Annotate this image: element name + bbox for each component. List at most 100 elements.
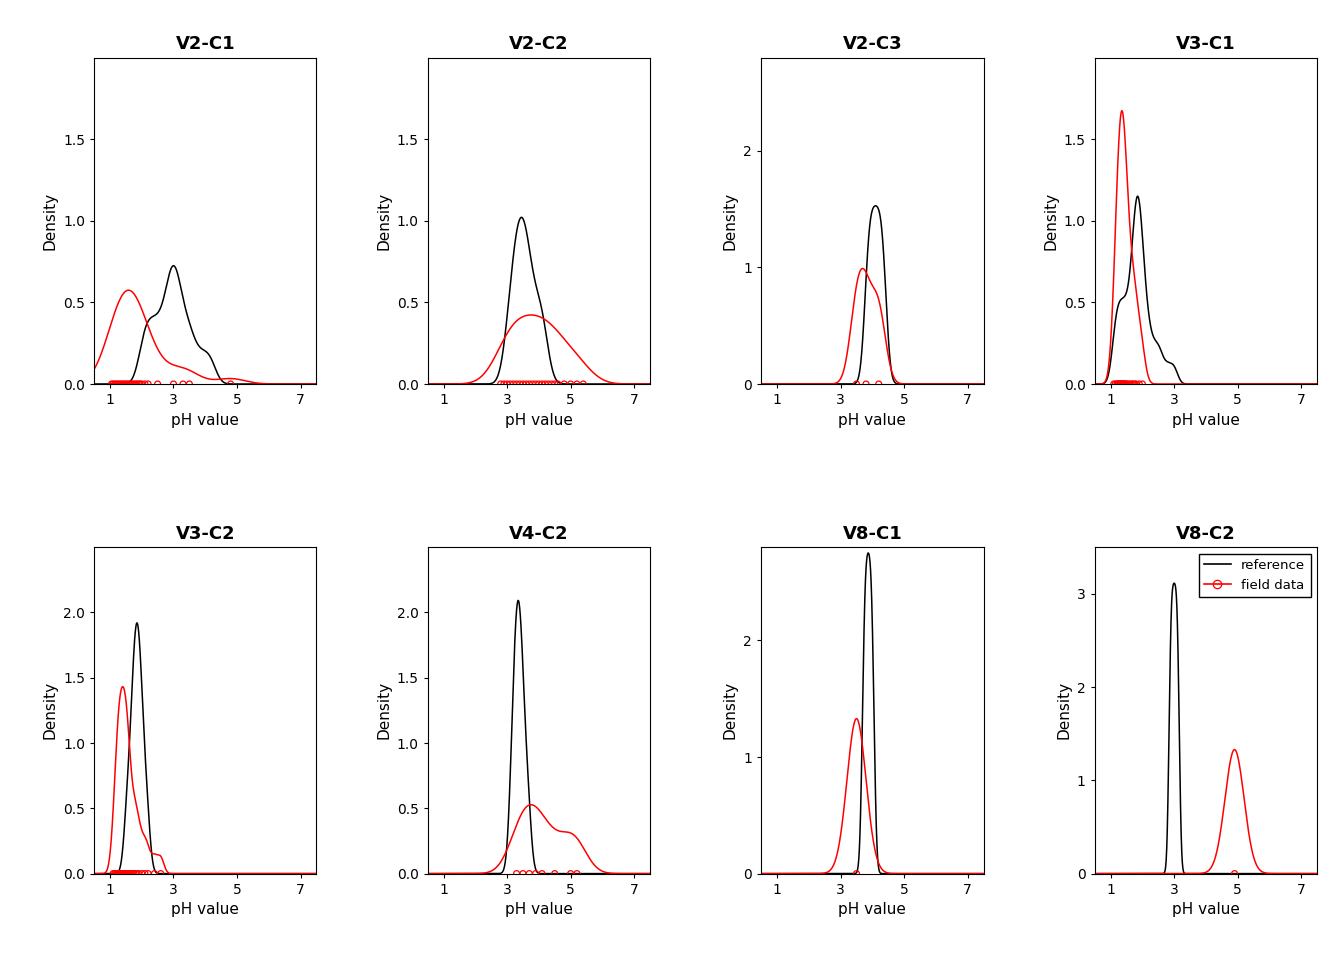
Point xyxy=(121,376,142,392)
Point xyxy=(120,866,141,881)
Point xyxy=(129,376,151,392)
Point xyxy=(1103,376,1125,392)
Point xyxy=(106,866,128,881)
Point xyxy=(535,376,556,392)
Point xyxy=(125,376,146,392)
X-axis label: pH value: pH value xyxy=(171,413,239,427)
Point xyxy=(124,376,145,392)
Legend: reference, field data: reference, field data xyxy=(1199,554,1310,597)
Point xyxy=(114,866,136,881)
Point xyxy=(109,866,130,881)
Point xyxy=(116,376,137,392)
Title: V4-C2: V4-C2 xyxy=(509,525,569,542)
Point xyxy=(1111,376,1133,392)
Point xyxy=(1106,376,1128,392)
Point xyxy=(179,376,200,392)
Point xyxy=(1121,376,1142,392)
Point xyxy=(845,866,867,881)
Point xyxy=(108,866,129,881)
Point xyxy=(137,866,159,881)
Point xyxy=(151,866,172,881)
Point xyxy=(134,866,156,881)
Point xyxy=(108,866,129,881)
Point xyxy=(1109,376,1130,392)
Point xyxy=(1117,376,1138,392)
Point xyxy=(519,866,540,881)
Title: V3-C1: V3-C1 xyxy=(1176,36,1235,53)
Point xyxy=(106,376,128,392)
Point xyxy=(146,376,168,392)
Point xyxy=(130,376,152,392)
Point xyxy=(526,866,547,881)
Point xyxy=(547,376,569,392)
Y-axis label: Density: Density xyxy=(376,682,391,739)
Point xyxy=(1113,376,1134,392)
Point xyxy=(554,376,575,392)
Point xyxy=(1124,376,1145,392)
Point xyxy=(1109,376,1130,392)
Title: V8-C1: V8-C1 xyxy=(843,525,902,542)
Point xyxy=(845,376,867,392)
Point xyxy=(220,376,242,392)
Point xyxy=(113,866,134,881)
Y-axis label: Density: Density xyxy=(376,192,391,250)
X-axis label: pH value: pH value xyxy=(1172,902,1241,917)
X-axis label: pH value: pH value xyxy=(171,902,239,917)
Point xyxy=(102,866,124,881)
Point xyxy=(112,376,133,392)
Title: V8-C2: V8-C2 xyxy=(1176,525,1236,542)
Point xyxy=(544,866,566,881)
Point xyxy=(128,376,149,392)
Point xyxy=(1109,376,1130,392)
Point xyxy=(134,376,156,392)
Point xyxy=(172,376,194,392)
Point xyxy=(126,376,148,392)
Point xyxy=(110,866,132,881)
Point xyxy=(519,376,540,392)
Point xyxy=(1122,376,1144,392)
Point xyxy=(109,376,130,392)
Point xyxy=(538,376,559,392)
Point xyxy=(531,376,552,392)
Point xyxy=(493,376,515,392)
Point xyxy=(109,866,130,881)
Point xyxy=(1132,376,1153,392)
Point xyxy=(512,376,534,392)
Point xyxy=(500,376,521,392)
Point xyxy=(102,376,124,392)
Point xyxy=(1110,376,1132,392)
Point xyxy=(126,866,148,881)
X-axis label: pH value: pH value xyxy=(505,902,573,917)
Point xyxy=(496,376,517,392)
Point xyxy=(1107,376,1129,392)
Point xyxy=(1107,376,1129,392)
Point xyxy=(117,376,138,392)
Point xyxy=(110,866,132,881)
Point xyxy=(573,376,594,392)
Point xyxy=(540,376,562,392)
Point xyxy=(118,866,140,881)
Title: V3-C2: V3-C2 xyxy=(176,525,235,542)
Y-axis label: Density: Density xyxy=(1056,682,1071,739)
Point xyxy=(103,866,125,881)
X-axis label: pH value: pH value xyxy=(839,902,906,917)
Y-axis label: Density: Density xyxy=(723,192,738,250)
Point xyxy=(110,376,132,392)
Point xyxy=(144,866,165,881)
Point xyxy=(103,376,125,392)
Point xyxy=(137,376,159,392)
Point xyxy=(1224,866,1246,881)
Point xyxy=(124,866,145,881)
Point xyxy=(521,376,543,392)
Point xyxy=(116,866,137,881)
Point xyxy=(118,866,140,881)
Title: V2-C3: V2-C3 xyxy=(843,36,902,53)
Point xyxy=(560,376,582,392)
Point xyxy=(117,866,138,881)
Y-axis label: Density: Density xyxy=(723,682,738,739)
Title: V2-C1: V2-C1 xyxy=(176,36,235,53)
Point xyxy=(163,376,184,392)
Point xyxy=(505,376,527,392)
Point xyxy=(114,866,136,881)
Point xyxy=(113,866,134,881)
